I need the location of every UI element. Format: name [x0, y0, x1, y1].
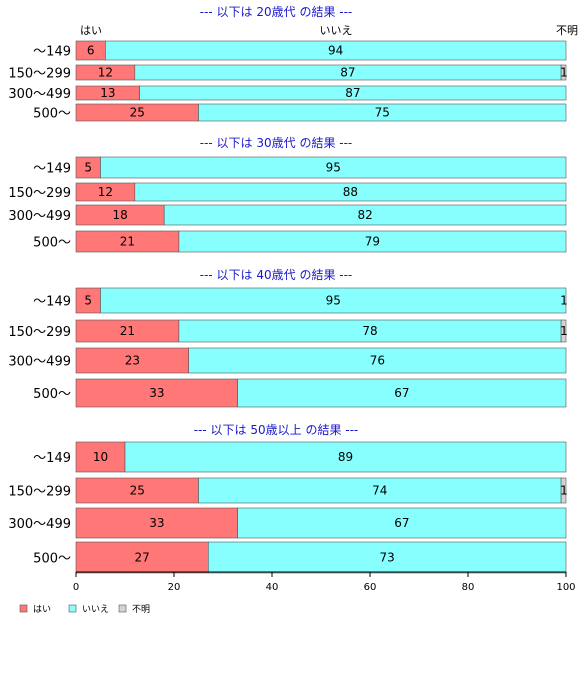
bar-yes-label: 23 — [125, 354, 140, 368]
bar-no-label: 95 — [326, 161, 341, 175]
bar-no-label: 67 — [394, 386, 409, 400]
legend-label-no: いいえ — [82, 604, 109, 615]
group-title: --- 以下は 20歳代 の結果 --- — [200, 5, 353, 19]
bar-no-label: 87 — [345, 86, 360, 100]
bar-yes — [75, 441, 126, 473]
row-label: 300～499 — [8, 355, 71, 370]
bar-no — [237, 378, 567, 408]
row-label: ～149 — [33, 451, 71, 466]
bar-yes-label: 5 — [84, 294, 92, 308]
bar-no-label: 74 — [372, 484, 387, 498]
bar-unknown-label: 1 — [560, 66, 568, 80]
legend-swatch-yes — [19, 604, 28, 613]
bar-no-label: 87 — [340, 66, 355, 80]
x-tick-label: 0 — [73, 582, 79, 593]
x-tick-label: 20 — [168, 582, 181, 593]
bar-unknown — [560, 477, 567, 504]
bar-no — [124, 441, 567, 473]
bar-yes-label: 5 — [84, 161, 92, 175]
bar-no — [198, 103, 567, 122]
bar-no-label: 76 — [370, 354, 385, 368]
x-tick-label: 100 — [556, 582, 575, 593]
row-label: 150～299 — [8, 67, 71, 82]
bar-unknown-label: 1 — [560, 484, 568, 498]
row-label: 500～ — [33, 236, 71, 251]
row-label: 500～ — [33, 107, 71, 122]
bar-yes-label: 25 — [130, 106, 145, 120]
row-label: ～149 — [33, 45, 71, 60]
bar-yes — [75, 347, 189, 374]
bar-no-label: 89 — [338, 450, 353, 464]
bar-yes-label: 25 — [130, 484, 145, 498]
top-label-no: いいえ — [320, 24, 353, 37]
row-label: 150～299 — [8, 186, 71, 201]
bar-yes-label: 33 — [149, 386, 164, 400]
bar-yes-label: 21 — [120, 324, 135, 338]
bar-no-label: 78 — [362, 324, 377, 338]
bar-no-label: 79 — [365, 235, 380, 249]
bar-yes — [75, 378, 238, 408]
bar-yes-label: 27 — [135, 551, 150, 565]
bar-no — [134, 182, 567, 202]
row-label: 300～499 — [8, 87, 71, 102]
top-label-unknown: 不明 — [556, 24, 578, 37]
bar-no-label: 73 — [380, 551, 395, 565]
row-label: 150～299 — [8, 325, 71, 340]
bar-yes-label: 33 — [149, 516, 164, 530]
legend-swatch-unknown — [118, 604, 127, 613]
row-label: 300～499 — [8, 209, 71, 224]
bar-yes-label: 18 — [112, 208, 127, 222]
row-label: ～149 — [33, 162, 71, 177]
bar-no — [208, 541, 567, 574]
bar-no — [139, 85, 567, 101]
row-label: 150～299 — [8, 485, 71, 500]
row-label: 500～ — [33, 552, 71, 567]
bar-no — [100, 287, 567, 314]
legend-label-unknown: 不明 — [132, 604, 150, 615]
bar-unknown — [560, 319, 567, 343]
bar-no-label: 94 — [328, 44, 343, 58]
bar-yes — [75, 507, 238, 539]
group-title: --- 以下は 40歳代 の結果 --- — [200, 268, 353, 282]
bar-no-label: 75 — [375, 106, 390, 120]
bar-yes-label: 12 — [98, 66, 113, 80]
x-tick-label: 80 — [462, 582, 475, 593]
bar-no-label: 95 — [326, 294, 341, 308]
row-label: ～149 — [33, 295, 71, 310]
bar-yes — [75, 287, 101, 314]
bar-no-label: 82 — [357, 208, 372, 222]
bar-unknown-label: 1 — [560, 294, 568, 308]
bar-no — [237, 507, 567, 539]
bar-no — [188, 347, 567, 374]
bar-yes-label: 6 — [87, 44, 95, 58]
bar-no-label: 88 — [343, 185, 358, 199]
bar-unknown — [560, 64, 567, 81]
bar-no — [198, 477, 562, 504]
x-tick-label: 60 — [364, 582, 377, 593]
legend-label-yes: はい — [33, 604, 51, 615]
legend-swatch-no — [68, 604, 77, 613]
row-label: 500～ — [33, 387, 71, 402]
group-title: --- 以下は 50歳以上 の結果 --- — [194, 423, 359, 437]
bar-yes-label: 13 — [100, 86, 115, 100]
bar-no-label: 67 — [394, 516, 409, 530]
x-tick-label: 40 — [266, 582, 279, 593]
bar-no — [178, 230, 567, 253]
bar-no — [105, 40, 567, 61]
top-label-yes: はい — [80, 24, 102, 37]
row-label: 300～499 — [8, 517, 71, 532]
bar-yes-label: 12 — [98, 185, 113, 199]
bar-yes — [75, 541, 209, 574]
bar-no — [100, 156, 567, 179]
bar-unknown-label: 1 — [560, 324, 568, 338]
bar-yes-label: 21 — [120, 235, 135, 249]
group-title: --- 以下は 30歳代 の結果 --- — [200, 136, 353, 150]
bar-yes-label: 10 — [93, 450, 108, 464]
bar-no — [163, 204, 567, 226]
